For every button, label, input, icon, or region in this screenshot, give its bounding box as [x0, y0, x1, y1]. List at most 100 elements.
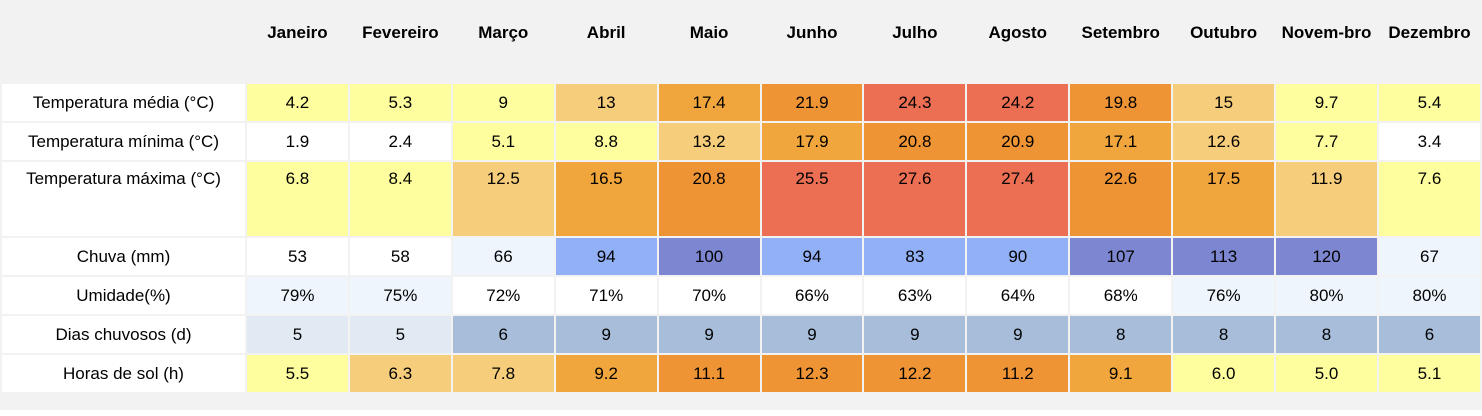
month-header: Dezembro — [1376, 10, 1482, 84]
month-header: Setembro — [1068, 10, 1174, 84]
value-cell: 107 — [1068, 236, 1174, 277]
value-cell: 12.2 — [862, 353, 968, 394]
value-cell: 25.5 — [759, 160, 865, 238]
value-cell: 6 — [1376, 314, 1482, 355]
value-cell: 7.7 — [1274, 121, 1379, 162]
data-row: Temperatura máxima (°C) 6.8 8.4 12.5 16.5 20.… — [0, 160, 1482, 238]
value-cell: 11.9 — [1274, 160, 1379, 238]
value-cell: 64% — [965, 275, 1071, 316]
value-cell: 63% — [862, 275, 968, 316]
value-cell: 75% — [347, 275, 453, 316]
value-cell: 24.2 — [965, 82, 1071, 123]
value-cell: 80% — [1274, 275, 1379, 316]
value-cell: 17.4 — [656, 82, 762, 123]
value-cell: 17.9 — [759, 121, 865, 162]
value-cell: 5 — [347, 314, 453, 355]
value-cell: 11.1 — [656, 353, 762, 394]
value-cell: 5.5 — [245, 353, 350, 394]
value-cell: 70% — [656, 275, 762, 316]
value-cell: 66% — [759, 275, 865, 316]
value-cell: 8.4 — [347, 160, 453, 238]
month-header: Março — [450, 10, 556, 84]
value-cell: 71% — [553, 275, 659, 316]
value-cell: 6.0 — [1171, 353, 1277, 394]
value-cell: 19.8 — [1068, 82, 1174, 123]
value-cell: 9 — [862, 314, 968, 355]
value-cell: 27.6 — [862, 160, 968, 238]
value-cell: 58 — [347, 236, 453, 277]
month-header: Junho — [759, 10, 865, 84]
value-cell: 83 — [862, 236, 968, 277]
value-cell: 11.2 — [965, 353, 1071, 394]
value-cell: 17.1 — [1068, 121, 1174, 162]
month-header: Fevereiro — [347, 10, 453, 84]
value-cell: 5.1 — [450, 121, 556, 162]
value-cell: 22.6 — [1068, 160, 1174, 238]
data-row: Umidade(%) 79% 75% 72% 71% 70% 66% 63% 64% 68% 76%… — [0, 275, 1482, 316]
value-cell: 4.2 — [245, 82, 350, 123]
header-row: Janeiro Fevereiro Março Abril Maio Junho Julho… — [0, 10, 1482, 84]
value-cell: 9 — [965, 314, 1071, 355]
value-cell: 17.5 — [1171, 160, 1277, 238]
climate-table: Janeiro Fevereiro Março Abril Maio Junho Julho… — [0, 10, 1482, 394]
value-cell: 53 — [245, 236, 350, 277]
value-cell: 27.4 — [965, 160, 1071, 238]
value-cell: 7.8 — [450, 353, 556, 394]
value-cell: 9 — [759, 314, 865, 355]
data-row: Chuva (mm) 53 58 66 94 100 94 83 90 107 113 120 67 — [0, 236, 1482, 277]
value-cell: 21.9 — [759, 82, 865, 123]
value-cell: 12.3 — [759, 353, 865, 394]
value-cell: 7.6 — [1376, 160, 1482, 238]
value-cell: 8 — [1068, 314, 1174, 355]
value-cell: 76% — [1171, 275, 1277, 316]
corner-cell — [0, 10, 247, 84]
data-row: Horas de sol (h) 5.5 6.3 7.8 9.2 11.1 12.3 12.2… — [0, 353, 1482, 394]
value-cell: 9 — [553, 314, 659, 355]
value-cell: 9 — [450, 82, 556, 123]
data-row: Temperatura média (°C) 4.2 5.3 9 13 17.4 21.9 2… — [0, 82, 1482, 123]
month-header: Abril — [553, 10, 659, 84]
month-header: Janeiro — [245, 10, 350, 84]
value-cell: 5 — [245, 314, 350, 355]
value-cell: 6.3 — [347, 353, 453, 394]
value-cell: 13.2 — [656, 121, 762, 162]
value-cell: 9.1 — [1068, 353, 1174, 394]
value-cell: 90 — [965, 236, 1071, 277]
month-header: Maio — [656, 10, 762, 84]
value-cell: 20.8 — [862, 121, 968, 162]
value-cell: 1.9 — [245, 121, 350, 162]
row-label: Temperatura mínima (°C) — [0, 121, 247, 162]
value-cell: 94 — [759, 236, 865, 277]
month-header: Agosto — [965, 10, 1071, 84]
value-cell: 80% — [1376, 275, 1482, 316]
value-cell: 5.0 — [1274, 353, 1379, 394]
value-cell: 6 — [450, 314, 556, 355]
value-cell: 13 — [553, 82, 659, 123]
value-cell: 9 — [656, 314, 762, 355]
value-cell: 120 — [1274, 236, 1379, 277]
value-cell: 5.1 — [1376, 353, 1482, 394]
value-cell: 3.4 — [1376, 121, 1482, 162]
value-cell: 94 — [553, 236, 659, 277]
data-row: Temperatura mínima (°C) 1.9 2.4 5.1 8.8 13.2 1… — [0, 121, 1482, 162]
value-cell: 66 — [450, 236, 556, 277]
value-cell: 9.2 — [553, 353, 659, 394]
value-cell: 113 — [1171, 236, 1277, 277]
value-cell: 20.8 — [656, 160, 762, 238]
value-cell: 68% — [1068, 275, 1174, 316]
value-cell: 8 — [1171, 314, 1277, 355]
month-header: Outubro — [1171, 10, 1277, 84]
value-cell: 72% — [450, 275, 556, 316]
row-label: Chuva (mm) — [0, 236, 247, 277]
row-label: Temperatura média (°C) — [0, 82, 247, 123]
value-cell: 5.3 — [347, 82, 453, 123]
value-cell: 12.6 — [1171, 121, 1277, 162]
row-label: Umidade(%) — [0, 275, 247, 316]
value-cell: 79% — [245, 275, 350, 316]
value-cell: 8.8 — [553, 121, 659, 162]
value-cell: 12.5 — [450, 160, 556, 238]
row-label: Horas de sol (h) — [0, 353, 247, 394]
value-cell: 24.3 — [862, 82, 968, 123]
